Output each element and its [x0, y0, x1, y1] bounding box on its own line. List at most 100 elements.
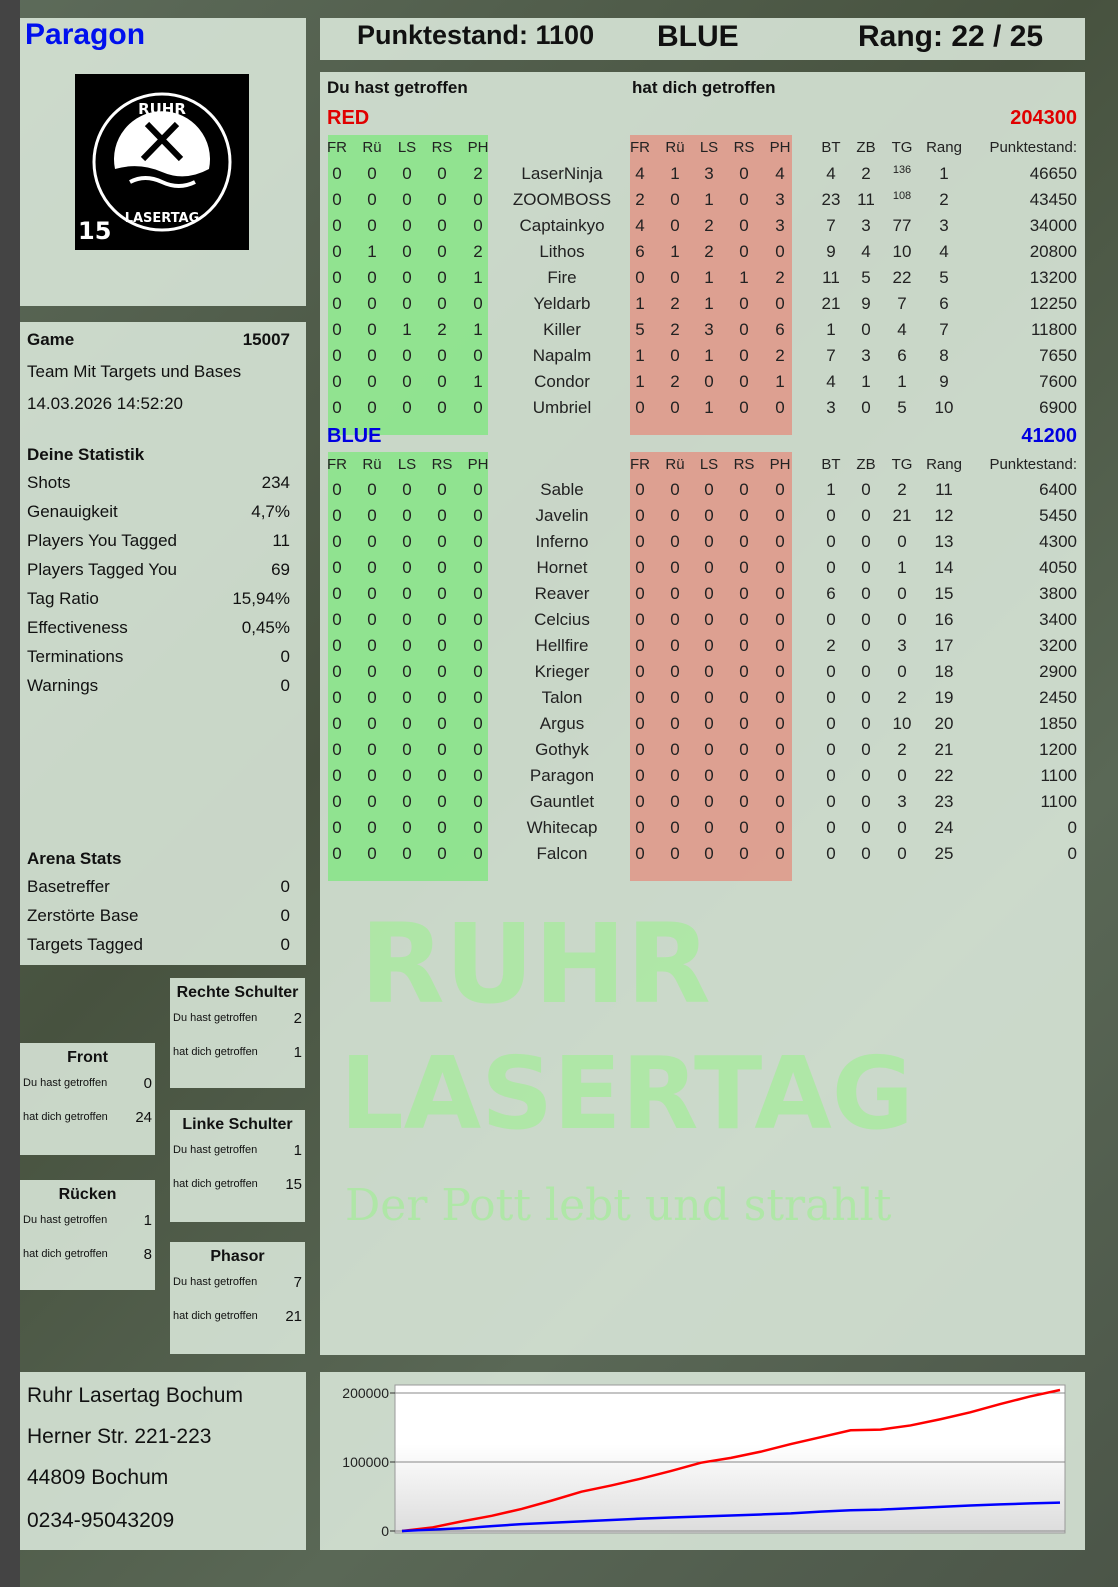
stat-cell: 14 — [934, 558, 954, 577]
stat-cell: 2 — [775, 346, 785, 365]
player-name-cell[interactable]: Hornet — [536, 558, 588, 577]
svg-text:RUHR: RUHR — [138, 100, 186, 118]
stat-cell: 2 — [826, 636, 836, 655]
stat-cell: 2 — [704, 242, 714, 261]
player-name-cell[interactable]: Hellfire — [535, 636, 589, 655]
column-header: Rü — [362, 139, 382, 156]
stat-cell: 3400 — [1039, 610, 1077, 629]
player-name-cell[interactable]: Lithos — [539, 242, 585, 261]
player-name-cell[interactable]: Gothyk — [535, 740, 589, 759]
column-header: BT — [821, 456, 841, 473]
stat-cell: 4 — [897, 320, 907, 339]
stat-cell: 1 — [402, 320, 412, 339]
stat-cell: 0 — [473, 636, 483, 655]
player-name-cell[interactable]: Reaver — [534, 584, 590, 603]
stat-cell: 1 — [939, 164, 949, 183]
column-header: FR — [327, 456, 347, 473]
player-name-cell[interactable]: Napalm — [532, 346, 592, 365]
player-name-cell[interactable]: Talon — [541, 688, 583, 707]
stat-label: Players Tagged You — [27, 560, 177, 579]
player-name-cell[interactable]: Paragon — [529, 766, 595, 785]
stat-cell: 0 — [739, 480, 749, 499]
stat-cell: 0 — [670, 844, 680, 863]
player-name-cell[interactable]: Whitecap — [526, 818, 598, 837]
stat-cell: 0 — [635, 610, 645, 629]
stat-cell: 0 — [332, 398, 342, 417]
arena-stat-label: Zerstörte Base — [27, 906, 139, 925]
stat-cell: 0 — [704, 372, 714, 391]
stat-cell: 21 — [934, 740, 954, 759]
score-label: Punktestand: 1100 — [357, 20, 595, 50]
stat-cell: 0 — [739, 740, 749, 759]
stat-cell: 18 — [934, 662, 954, 681]
zone-hit-value: 1 — [293, 1142, 302, 1159]
stat-cell: 7 — [897, 294, 907, 313]
stat-cell: 0 — [670, 688, 680, 707]
player-name-cell[interactable]: Argus — [539, 714, 585, 733]
stat-cell: 0 — [704, 740, 714, 759]
stat-cell: 0 — [635, 766, 645, 785]
stats-title: Deine Statistik — [27, 445, 145, 464]
player-name-cell[interactable]: LaserNinja — [521, 164, 603, 183]
stat-cell: 3 — [775, 190, 785, 209]
player-name-cell[interactable]: Killer — [543, 320, 581, 339]
stat-cell: 0 — [437, 714, 447, 733]
player-name-cell[interactable]: Krieger — [534, 662, 590, 681]
stat-cell: 0 — [670, 506, 680, 525]
column-header: LS — [397, 456, 417, 473]
stat-cell: 0 — [704, 688, 714, 707]
player-name-cell[interactable]: Celcius — [534, 610, 590, 629]
stat-cell: 0 — [826, 558, 836, 577]
zone-got-label: hat dich getroffen — [173, 1046, 258, 1058]
stat-cell: 0 — [473, 662, 483, 681]
stat-cell: 0 — [861, 506, 871, 525]
player-name-cell[interactable]: Yeldarb — [533, 294, 591, 313]
stat-cell: 0 — [332, 636, 342, 655]
zone-hit-value: 1 — [143, 1212, 152, 1229]
player-name-cell[interactable]: Javelin — [535, 506, 589, 525]
stat-cell: 0 — [402, 792, 412, 811]
zone-got-label: hat dich getroffen — [173, 1310, 258, 1322]
stat-cell: 0 — [739, 662, 749, 681]
stat-cell: 0 — [332, 688, 342, 707]
rank-label: Rang: 22 / 25 — [858, 20, 1044, 53]
player-name-cell[interactable]: Gauntlet — [529, 792, 595, 811]
stat-cell: 0 — [670, 558, 680, 577]
stat-cell: 0 — [332, 818, 342, 837]
player-name-cell[interactable]: Inferno — [535, 532, 589, 551]
player-name-cell[interactable]: Captainkyo — [519, 216, 605, 235]
stat-cell: 0 — [897, 766, 907, 785]
stat-cell: 0 — [437, 190, 447, 209]
stat-cell: 0 — [635, 688, 645, 707]
stat-cell: 0 — [332, 610, 342, 629]
stat-cell: 34000 — [1029, 216, 1077, 235]
zone-title: Linke Schulter — [182, 1116, 293, 1133]
stat-cell: 0 — [332, 532, 342, 551]
stat-cell: 7 — [826, 216, 836, 235]
stat-cell: 0 — [367, 792, 377, 811]
column-header: PH — [769, 139, 791, 156]
player-name-cell[interactable]: Umbriel — [532, 398, 592, 417]
player-name-cell[interactable]: ZOOMBOSS — [512, 190, 612, 209]
stat-cell: 0 — [775, 662, 785, 681]
stat-cell: 0 — [739, 372, 749, 391]
zone-got-label: hat dich getroffen — [23, 1248, 108, 1260]
stat-cell: 0 — [332, 242, 342, 261]
stat-label: Terminations — [27, 647, 124, 666]
player-name-cell[interactable]: Fire — [547, 268, 577, 287]
stat-value: 11 — [272, 531, 290, 550]
player-name-cell[interactable]: Falcon — [536, 844, 588, 863]
stat-cell: 0 — [473, 294, 483, 313]
player-name-cell[interactable]: Sable — [540, 480, 584, 499]
zone-r-cken: Rücken Du hast getroffen 1 hat dich getroff… — [20, 1180, 155, 1290]
stat-cell: 0 — [739, 636, 749, 655]
stat-cell: 0 — [332, 766, 342, 785]
player-name-cell[interactable]: Condor — [534, 372, 590, 391]
stat-cell: 0 — [826, 792, 836, 811]
stat-cell: 0 — [332, 216, 342, 235]
address-street: Herner Str. 221-223 — [27, 1425, 212, 1448]
stat-cell: 0 — [402, 190, 412, 209]
stat-value: 234 — [261, 473, 290, 492]
stat-cell: 4300 — [1039, 532, 1077, 551]
address-city: 44809 Bochum — [27, 1466, 169, 1489]
